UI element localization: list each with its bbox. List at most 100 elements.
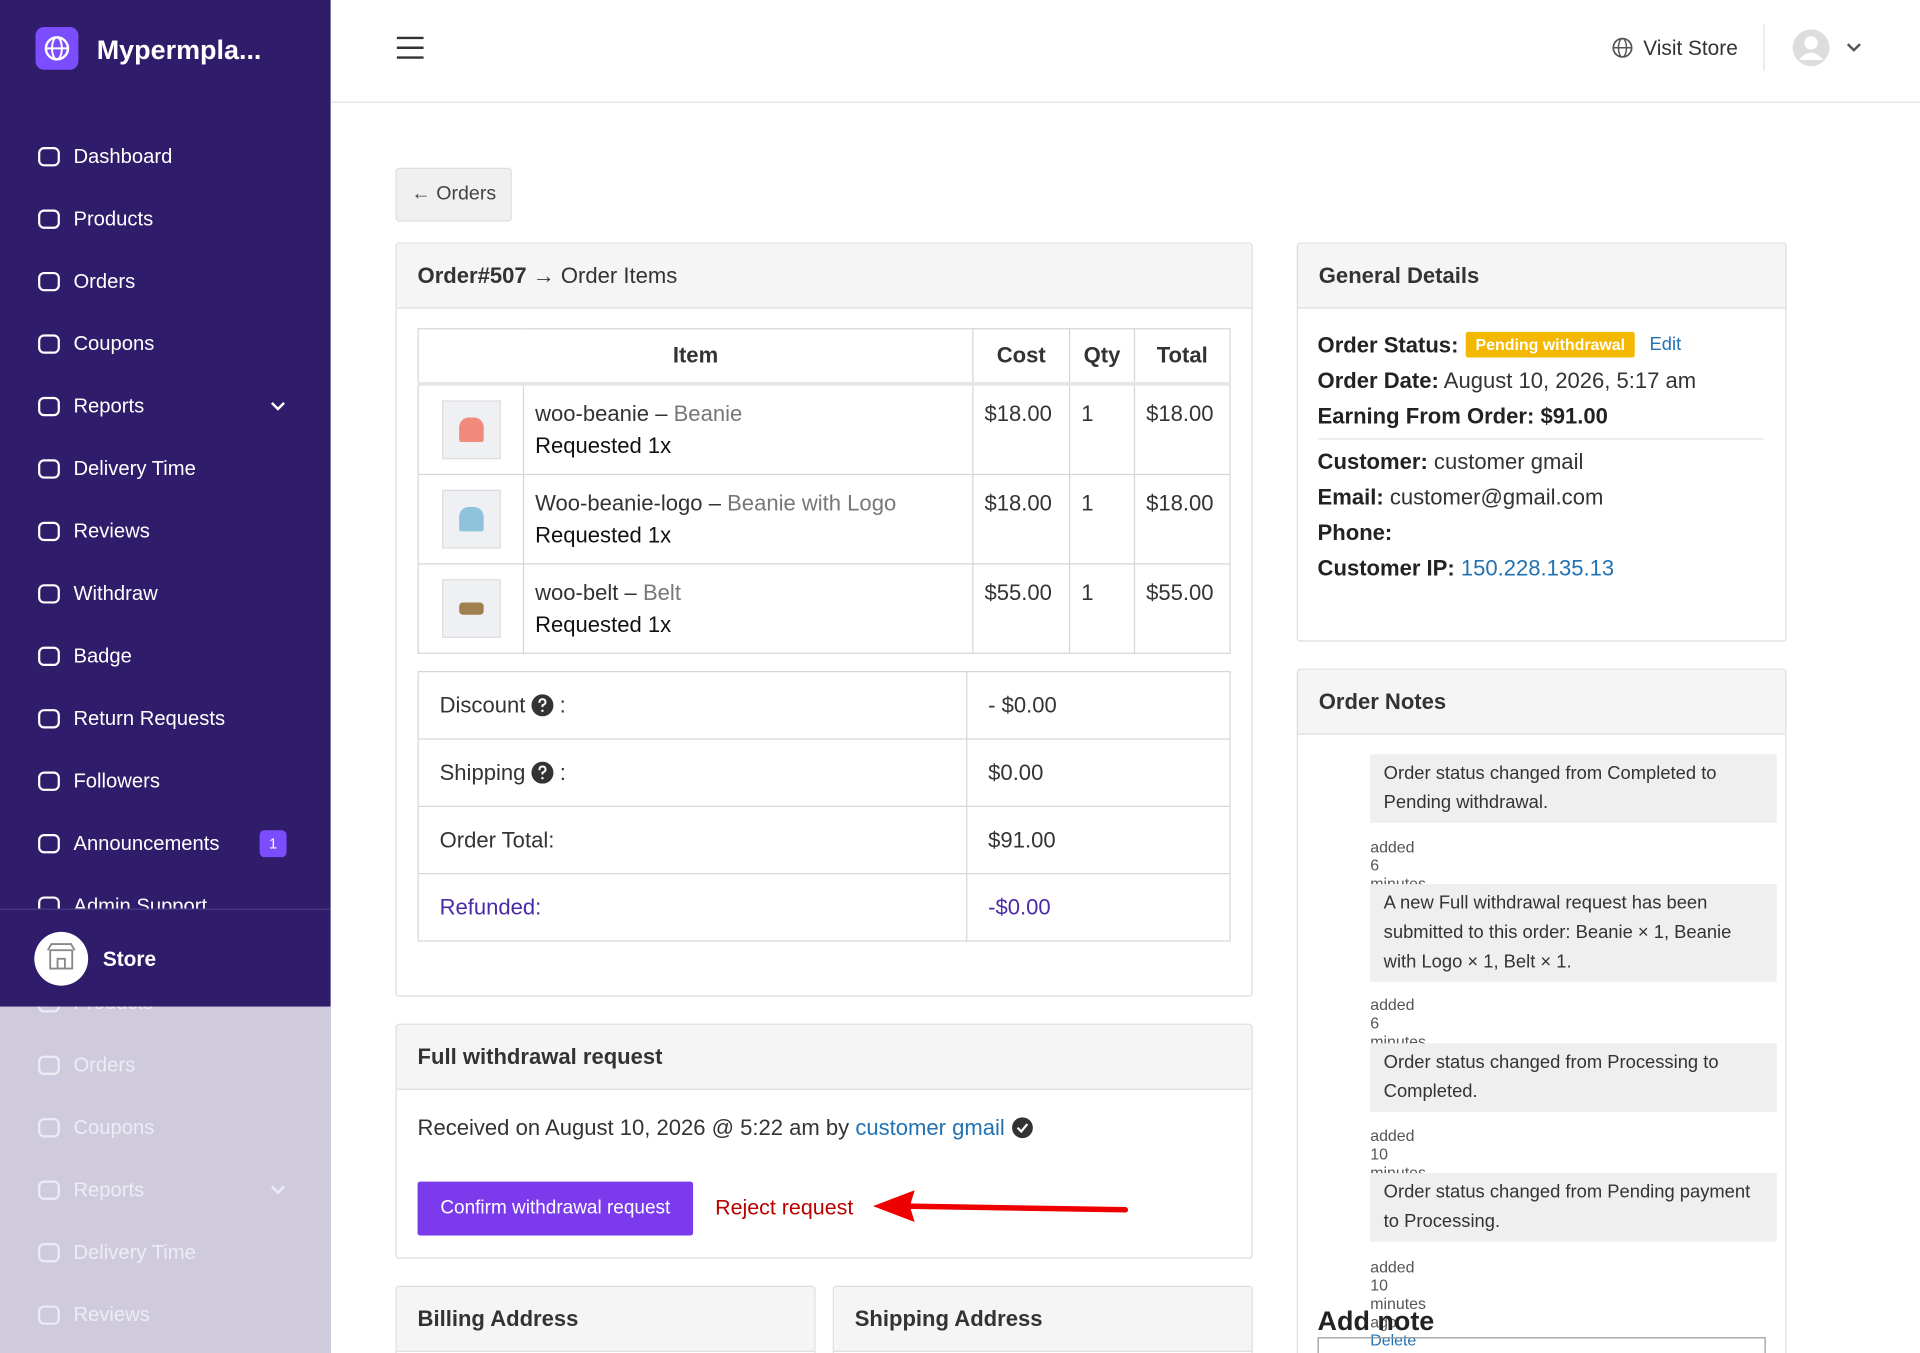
product-image <box>458 506 484 532</box>
column-header: Item <box>417 328 974 385</box>
add-note-title: Add note <box>1317 1305 1435 1336</box>
status-label: Order Status: <box>1317 333 1459 358</box>
menu-item[interactable]: Announcements 1 <box>37 825 287 862</box>
menu-toggle[interactable] <box>396 34 424 61</box>
item-row: woo-beanie – Beanie Requested 1x $18.00 1 $1… <box>417 383 1231 476</box>
menu-item[interactable]: Products <box>37 201 153 238</box>
total-label: Refunded: <box>417 873 968 942</box>
billing-card: Billing Address <box>395 1285 816 1353</box>
detail-label: Phone: <box>1317 520 1393 545</box>
menu-item[interactable]: Orders <box>37 263 135 300</box>
sidebar: Mypermpla... Dashboard Products Orders Coup… <box>0 0 331 1353</box>
total-row: Refunded: -$0.00 <box>417 873 1231 942</box>
menu-icon <box>38 271 60 292</box>
item-sku: woo-belt – <box>535 580 637 605</box>
menu-item[interactable]: Admin Support <box>37 888 207 909</box>
menu-label: Badge <box>73 644 132 667</box>
detail-value[interactable]: 150.228.135.13 <box>1460 555 1615 581</box>
menu-label: Return Requests <box>73 707 226 730</box>
card-title: Order#507 → Order Items <box>418 263 678 289</box>
order-number: Order#507 <box>417 263 527 288</box>
menu-icon <box>38 1180 60 1200</box>
detail-label: Customer IP: <box>1317 555 1455 581</box>
back-button[interactable]: ← Orders <box>395 167 512 222</box>
menu-item[interactable]: Followers <box>37 763 160 800</box>
reject-button[interactable]: Reject request <box>715 1195 854 1220</box>
item-total: $18.00 <box>1133 383 1231 476</box>
card-header: Shipping Address <box>833 1286 1252 1352</box>
customer-link[interactable]: customer gmail <box>855 1115 1005 1141</box>
detail-line: Customer: customer gmail <box>1318 449 1584 475</box>
card-title: Order Notes <box>1318 689 1447 714</box>
detail-line: Order Date: August 10, 2026, 5:17 am <box>1318 369 1697 395</box>
store-label: Store <box>102 947 157 972</box>
suffix: : <box>559 759 566 785</box>
detail-value: customer@gmail.com <box>1389 484 1604 510</box>
detail-label: Customer: <box>1317 449 1428 474</box>
note-textarea[interactable] <box>1317 1337 1766 1353</box>
label: Discount <box>439 692 526 717</box>
brand-name[interactable]: Mypermpla... <box>96 34 262 65</box>
help-icon[interactable] <box>531 761 554 784</box>
menu-item: Reports <box>37 1172 285 1209</box>
detail-label: Email: <box>1317 484 1384 510</box>
divider <box>1763 24 1765 72</box>
column-header: Total <box>1133 328 1231 385</box>
menu-item[interactable]: Reports <box>37 388 285 425</box>
menu-item[interactable]: Dashboard <box>37 138 172 175</box>
detail-line: Customer IP: 150.228.135.13 <box>1318 556 1615 582</box>
received-text: Received on August 10, 2026 @ 5:22 am by <box>417 1115 850 1141</box>
product-image <box>458 602 484 615</box>
brand-logo[interactable] <box>35 26 79 70</box>
menu-label: Withdraw <box>73 582 158 605</box>
item-cell: Woo-beanie-logo – Beanie with Logo Reques… <box>522 473 974 565</box>
menu-label: Delivery Time <box>73 1241 196 1264</box>
menu-icon <box>38 459 60 479</box>
item-cost: $18.00 <box>972 473 1071 565</box>
visit-store[interactable]: Visit Store <box>1643 36 1738 61</box>
menu-item[interactable]: Delivery Time <box>37 451 196 488</box>
detail-label: Earning From Order: <box>1317 404 1535 429</box>
delete-note[interactable]: Delete note <box>1370 1331 1417 1353</box>
note-time: added 10 minutes ago <box>1370 1257 1426 1332</box>
detail-label: Order Date: <box>1317 368 1439 394</box>
menu-item[interactable]: Withdraw <box>37 576 158 613</box>
detail-value: customer gmail <box>1433 449 1584 474</box>
menu-label: Orders <box>73 1053 136 1076</box>
received-line: Received on August 10, 2026 @ 5:22 am by… <box>418 1116 1033 1142</box>
item-name[interactable]: Beanie with Logo <box>727 491 897 516</box>
menu-label: Reports <box>73 1178 145 1201</box>
note-bubble: Order status changed from Processing to … <box>1370 1043 1777 1112</box>
item-cost: $55.00 <box>972 563 1071 654</box>
label: Order Total: <box>439 827 555 852</box>
menu-icon <box>38 709 60 729</box>
confirm-button[interactable]: Confirm withdrawal request <box>417 1181 694 1236</box>
menu-label: Coupons <box>73 332 155 355</box>
menu-item[interactable]: Coupons <box>37 326 155 363</box>
store-bar[interactable]: Store <box>0 908 331 1008</box>
order-title-rest: → Order Items <box>532 263 678 288</box>
menu-label: Reports <box>73 394 145 417</box>
red-arrow <box>873 1190 1129 1223</box>
menu-icon <box>38 834 60 854</box>
total-label: Order Total: <box>417 805 968 875</box>
item-name[interactable]: Beanie <box>673 401 743 427</box>
item-total: $55.00 <box>1133 563 1231 654</box>
detail-value: $91.00 <box>1540 404 1608 429</box>
status-line: Order Status: Pending withdrawal Edit <box>1317 331 1682 359</box>
menu-item[interactable]: Reviews <box>37 513 150 550</box>
order-items-card: Order#507 → Order Items Item Cost Qty Total… <box>395 242 1253 997</box>
detail-line: Email: customer@gmail.com <box>1318 485 1604 511</box>
edit-link[interactable]: Edit <box>1649 334 1682 356</box>
menu-item[interactable]: Badge <box>37 638 132 675</box>
total-label: Discount : <box>417 671 968 740</box>
item-cell: woo-beanie – Beanie Requested 1x <box>522 383 974 476</box>
user-menu[interactable] <box>1791 28 1864 67</box>
general-card: General Details <box>1296 242 1787 642</box>
help-icon[interactable] <box>531 693 554 716</box>
menu-item[interactable]: Return Requests <box>37 700 225 737</box>
menu: Dashboard Products Orders Coupons Reports Del… <box>0 0 331 909</box>
card-title: General Details <box>1318 263 1480 288</box>
item-name[interactable]: Belt <box>642 580 681 605</box>
